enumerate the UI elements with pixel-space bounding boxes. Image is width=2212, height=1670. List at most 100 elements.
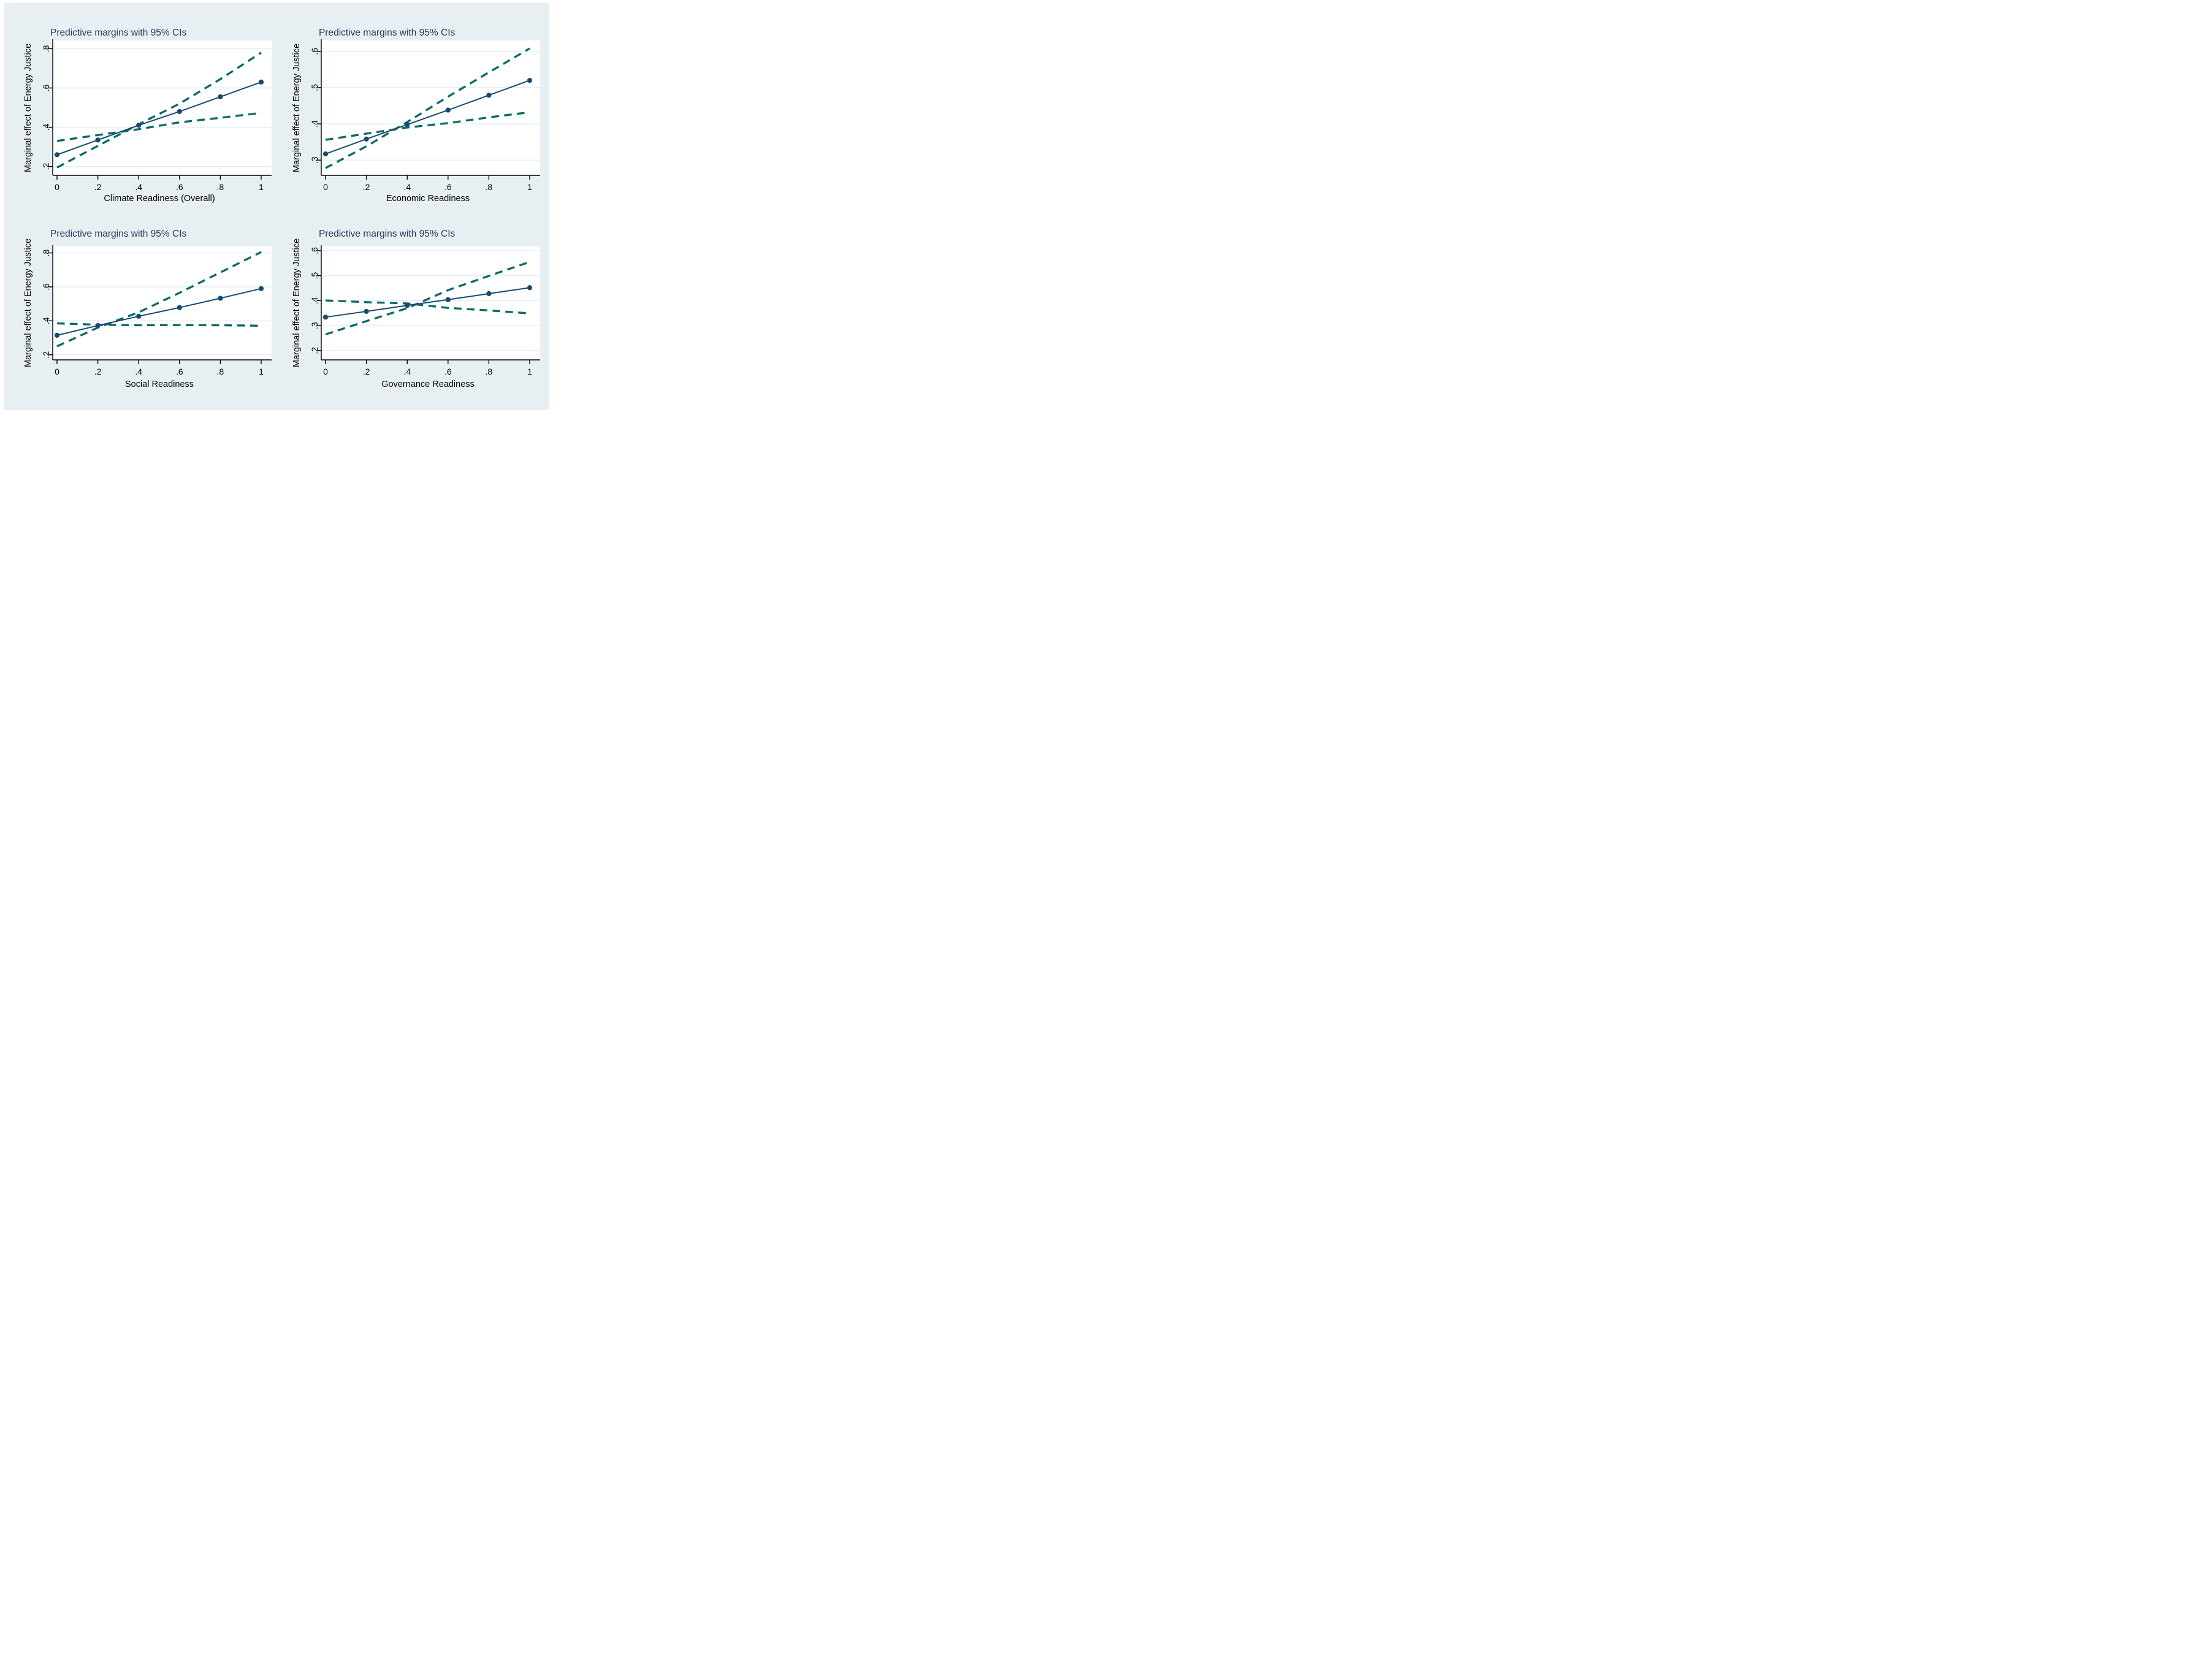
ci-dashed-line <box>56 251 262 348</box>
x-tick-label: .8 <box>217 367 224 376</box>
x-tick-label: .4 <box>135 182 142 192</box>
x-tick-label: .4 <box>403 182 411 192</box>
fit-marker <box>445 107 451 113</box>
x-tick-label: 1 <box>527 182 532 192</box>
x-tick-label: .8 <box>486 367 493 376</box>
x-axis-title: Governance Readiness <box>381 379 475 389</box>
x-tick-label: .2 <box>94 367 102 376</box>
x-tick-label: .2 <box>94 182 102 192</box>
y-tick-label: .8 <box>41 45 51 52</box>
y-tick-label: .8 <box>41 249 51 256</box>
y-axis-title: Marginal effect of Energy Justice <box>23 44 33 172</box>
fit-marker <box>54 332 60 338</box>
x-axis-title: Economic Readiness <box>386 194 470 204</box>
x-tick-label: 0 <box>55 182 59 192</box>
fit-marker <box>405 303 410 308</box>
panel-title: Predictive margins with 95% CIs <box>319 229 455 239</box>
fit-marker <box>95 322 101 329</box>
ci-dashed-line <box>325 261 530 336</box>
x-tick-label: 1 <box>259 182 264 192</box>
x-tick-label: .4 <box>403 367 411 376</box>
y-tick-label: .6 <box>310 48 319 55</box>
y-tick-label: .5 <box>310 84 319 91</box>
fit-marker <box>486 93 492 98</box>
fit-marker <box>54 152 60 158</box>
fit-marker <box>258 79 264 85</box>
y-tick-label: .6 <box>41 283 51 291</box>
fit-marker <box>486 291 492 297</box>
y-tick-label: .3 <box>310 156 319 164</box>
fit-marker <box>177 305 182 310</box>
ci-dashed-line <box>325 111 530 141</box>
x-tick-label: 0 <box>55 367 59 376</box>
ci-dashed-line <box>56 112 262 142</box>
x-tick-label: 0 <box>323 367 328 376</box>
fit-marker <box>527 77 533 83</box>
x-axis-title: Climate Readiness (Overall) <box>104 194 215 204</box>
x-tick-label: .6 <box>176 367 183 376</box>
x-tick-label: 0 <box>323 182 328 192</box>
ci-dashed-line <box>325 47 530 169</box>
fit-marker <box>364 136 369 142</box>
panel-title: Predictive margins with 95% CIs <box>50 28 186 38</box>
y-tick-label: .5 <box>310 272 319 280</box>
panel-social: Predictive margins with 95% CIs Marginal… <box>5 215 281 411</box>
fit-marker <box>218 295 223 301</box>
x-tick-label: .6 <box>444 367 452 376</box>
fit-marker <box>405 122 410 128</box>
fit-marker <box>136 313 142 319</box>
fit-line <box>56 288 262 336</box>
x-tick-label: .8 <box>217 182 224 192</box>
fit-marker <box>364 308 369 315</box>
x-tick-label: 1 <box>259 367 264 376</box>
y-tick-label: .2 <box>41 163 51 170</box>
plot-background <box>321 246 540 360</box>
ci-dashed-line <box>56 322 262 327</box>
fit-marker <box>177 109 182 115</box>
ci-dashed-line <box>325 299 530 315</box>
fit-line <box>325 287 530 318</box>
y-tick-label: .4 <box>41 123 51 131</box>
fit-line <box>56 81 262 156</box>
y-axis-title: Marginal effect of Energy Justice <box>23 238 33 367</box>
x-tick-label: 1 <box>527 367 532 376</box>
x-tick-label: .8 <box>486 182 493 192</box>
fit-marker <box>258 286 264 291</box>
x-tick-label: .6 <box>176 182 183 192</box>
plot-area: .2 .4 .6 .8 0 .2 .4 .6 .8 1 <box>41 245 272 376</box>
x-tick-label: .4 <box>135 367 142 376</box>
panel-governance: Predictive margins with 95% CIs Marginal… <box>273 215 549 411</box>
y-tick-label: .6 <box>41 84 51 91</box>
y-axis-title: Marginal effect of Energy Justice <box>292 238 302 367</box>
x-axis-title: Social Readiness <box>125 379 194 389</box>
y-tick-label: .4 <box>41 317 51 324</box>
panel-title: Predictive margins with 95% CIs <box>50 229 186 239</box>
plot-area: .2 .3 .4 .5 .6 0 .2 .4 .6 .8 1 <box>310 245 540 376</box>
ci-dashed-line <box>56 51 262 169</box>
y-tick-label: .2 <box>41 351 51 359</box>
x-tick-label: .2 <box>363 182 370 192</box>
panel-economic: Predictive margins with 95% CIs Marginal… <box>273 10 549 213</box>
plot-area: .2 .4 .6 .8 0 .2 .4 .6 .8 1 <box>41 39 272 192</box>
y-axis-title: Marginal effect of Energy Justice <box>292 44 302 172</box>
y-tick-label: .2 <box>310 347 319 354</box>
plot-area: .3 .4 .5 .6 0 .2 .4 .6 .8 1 <box>310 39 540 192</box>
fit-marker <box>322 151 329 157</box>
fit-marker <box>218 94 223 100</box>
y-tick-label: .4 <box>310 120 319 128</box>
fit-line <box>325 80 530 155</box>
fit-marker <box>95 137 101 143</box>
fit-marker <box>322 315 329 320</box>
y-tick-label: .6 <box>310 247 319 254</box>
figure-page: Predictive margins with 95% CIs Marginal… <box>0 0 553 418</box>
panel-climate: Predictive margins with 95% CIs Marginal… <box>5 10 281 213</box>
fit-marker <box>136 123 142 128</box>
fit-marker <box>527 285 533 291</box>
y-tick-label: .3 <box>310 322 319 329</box>
fit-marker <box>445 297 451 302</box>
plot-background <box>53 40 272 175</box>
x-tick-label: .6 <box>444 182 452 192</box>
x-tick-label: .2 <box>363 367 370 376</box>
panel-title: Predictive margins with 95% CIs <box>319 28 455 38</box>
y-tick-label: .4 <box>310 297 319 304</box>
